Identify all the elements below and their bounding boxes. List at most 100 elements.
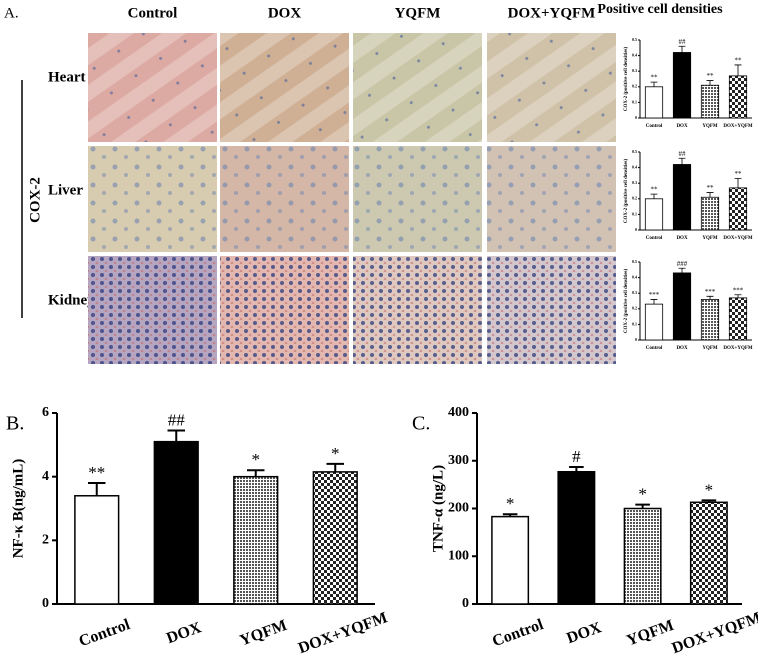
annotation: * bbox=[506, 494, 515, 513]
x-tick-label: YQFM bbox=[238, 617, 290, 650]
bar bbox=[312, 471, 358, 605]
y-tick-label: 0.2 bbox=[632, 84, 637, 89]
annotation: ** bbox=[88, 463, 105, 482]
y-tick-label: 200 bbox=[448, 501, 469, 516]
y-tick-label: 0 bbox=[462, 596, 469, 611]
x-tick-label: DOX bbox=[676, 124, 688, 129]
micrograph-texture bbox=[220, 256, 349, 364]
error-bar bbox=[678, 157, 686, 165]
annotation: * bbox=[331, 444, 340, 463]
error-bar bbox=[650, 193, 658, 199]
y-tick-label: 0.3 bbox=[632, 290, 637, 295]
panel-label: B. bbox=[6, 413, 24, 435]
annotation: ** bbox=[651, 186, 659, 194]
error-bar bbox=[678, 267, 686, 273]
error-bar bbox=[650, 299, 658, 305]
bar bbox=[233, 475, 279, 605]
annotation: * bbox=[705, 480, 714, 499]
bar bbox=[644, 198, 664, 231]
error-bar bbox=[88, 482, 106, 496]
y-tick-label: 400 bbox=[448, 405, 469, 420]
x-tick-label: Control bbox=[646, 124, 663, 129]
panel-label: A. bbox=[4, 5, 19, 21]
x-tick-label: DOX+YQFM bbox=[296, 609, 390, 657]
y-tick-label: 0.4 bbox=[632, 165, 637, 170]
column-header: DOX+YQFM bbox=[508, 5, 596, 21]
y-axis-label: NF-κ B(ng/mL) bbox=[10, 459, 26, 559]
column-header: DOX bbox=[268, 5, 302, 21]
y-tick-label: 0.2 bbox=[632, 196, 637, 201]
y-tick-label: 0 bbox=[635, 115, 637, 120]
x-tick-label: Control bbox=[490, 616, 546, 650]
bar bbox=[557, 470, 596, 605]
y-tick-label: 0.1 bbox=[632, 99, 637, 104]
micrograph-texture bbox=[88, 146, 217, 252]
y-tick-label: 0.5 bbox=[632, 149, 637, 154]
micrograph-texture bbox=[220, 33, 349, 142]
y-tick-label: 0 bbox=[635, 227, 637, 232]
bar bbox=[728, 187, 748, 231]
x-tick-label: DOX bbox=[164, 619, 204, 647]
y-tick-label: 0.3 bbox=[632, 180, 637, 185]
error-bar bbox=[706, 192, 714, 198]
micrograph-texture bbox=[487, 33, 616, 142]
bar bbox=[700, 196, 720, 231]
x-tick-label: DOX+YQFM bbox=[723, 124, 753, 129]
bar bbox=[644, 86, 664, 119]
annotation: *** bbox=[733, 286, 744, 294]
error-bar bbox=[706, 295, 714, 300]
annotation: ## bbox=[679, 38, 687, 46]
y-tick-label: 0.2 bbox=[632, 306, 637, 311]
annotation: ## bbox=[679, 150, 687, 158]
y-tick-label: 0.4 bbox=[632, 53, 637, 58]
error-bar bbox=[247, 469, 265, 477]
bar bbox=[644, 303, 664, 341]
error-bar bbox=[701, 499, 717, 503]
bar bbox=[689, 501, 728, 605]
error-bar bbox=[734, 294, 742, 298]
annotation: *** bbox=[705, 288, 716, 296]
bar bbox=[74, 495, 120, 605]
error-bar bbox=[635, 503, 650, 509]
y-tick-label: 0.3 bbox=[632, 68, 637, 73]
error-bar bbox=[326, 462, 344, 472]
x-tick-label: DOX bbox=[676, 236, 688, 241]
x-tick-label: DOX bbox=[676, 346, 688, 351]
bar bbox=[672, 52, 692, 119]
micrograph-texture bbox=[88, 33, 217, 142]
micrograph-texture bbox=[353, 256, 482, 364]
annotation: # bbox=[572, 447, 581, 466]
x-tick-label: Control bbox=[77, 616, 133, 650]
row-group: COX-2 bbox=[27, 177, 43, 223]
x-tick-label: DOX+YQFM bbox=[670, 609, 758, 657]
bar bbox=[623, 507, 662, 605]
x-tick-label: DOX+YQFM bbox=[723, 346, 753, 351]
annotation: ** bbox=[651, 74, 659, 82]
annotation: * bbox=[252, 450, 261, 469]
micrograph-texture bbox=[353, 33, 482, 142]
x-tick-label: YQFM bbox=[702, 346, 718, 351]
error-bar bbox=[734, 178, 742, 188]
bar bbox=[728, 75, 748, 119]
bar bbox=[491, 515, 530, 605]
annotation: *** bbox=[649, 291, 660, 299]
column-header: YQFM bbox=[395, 5, 441, 21]
row-label: Liver bbox=[48, 182, 83, 198]
y-tick-label: 300 bbox=[448, 453, 469, 468]
bar bbox=[672, 164, 692, 231]
error-bar bbox=[167, 429, 185, 442]
side-title: Positive cell densities bbox=[597, 2, 723, 17]
x-tick-label: DOX bbox=[564, 619, 604, 647]
error-bar bbox=[678, 45, 686, 53]
annotation: ### bbox=[677, 260, 688, 268]
x-tick-label: Control bbox=[646, 236, 663, 241]
bar bbox=[728, 297, 748, 341]
micrograph-texture bbox=[487, 146, 616, 252]
y-tick-label: 0.1 bbox=[632, 321, 637, 326]
error-bar bbox=[734, 64, 742, 76]
y-tick-label: 0.5 bbox=[632, 37, 637, 42]
micrograph-texture bbox=[220, 146, 349, 252]
y-axis-label: COX-2 (positive cell densities) bbox=[624, 159, 629, 224]
